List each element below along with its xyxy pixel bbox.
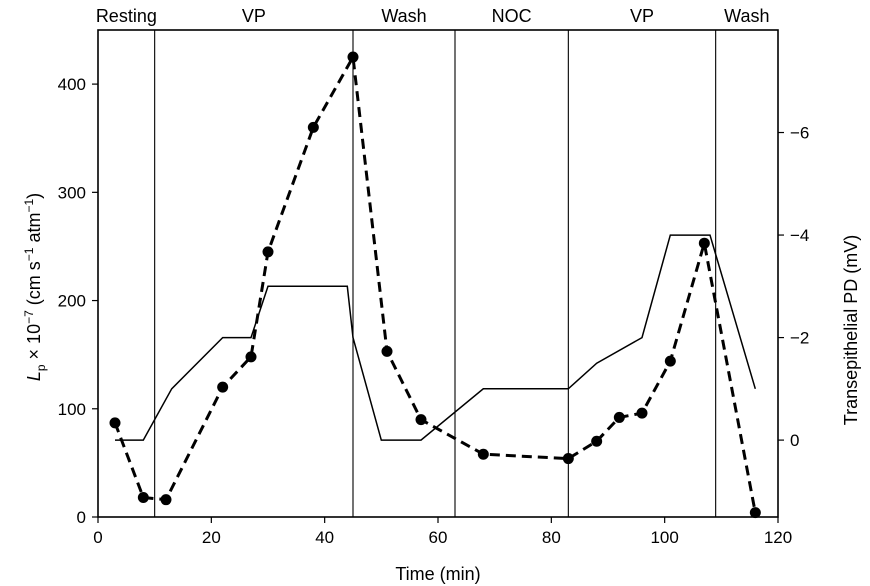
lp-data-point [381,345,393,357]
x-tick-label: 100 [650,528,678,547]
y-right-tick-label: −6 [790,124,809,143]
x-tick-label: 0 [93,528,102,547]
y-left-label-sup2: −1 [22,247,36,261]
lp-data-point [636,407,648,419]
y-right-tick-label: 0 [790,431,799,450]
x-tick-label: 120 [764,528,792,547]
phase-label: VP [242,6,266,26]
x-tick-label: 80 [542,528,561,547]
lp-data-point [137,492,149,504]
phase-label: Wash [724,6,769,26]
y-left-tick-label: 300 [58,183,86,202]
x-tick-label: 40 [315,528,334,547]
lp-data-point [698,237,710,249]
y-left-label-sub: p [34,364,48,371]
phase-label: NOC [492,6,532,26]
pd-series-line [115,234,757,441]
lp-data-point [347,51,359,63]
y-axis-left-label: Lp × 10−7 (cm s−1 atm−1) [22,193,48,381]
lp-data-point [613,411,625,423]
lp-data-point [562,453,574,465]
x-axis-label: Time (min) [395,564,480,584]
phase-label: Resting [96,6,157,26]
x-tick-label: 60 [429,528,448,547]
phase-label: Wash [381,6,426,26]
lp-data-point [245,351,257,363]
lp-data-point [749,507,761,519]
y-left-tick-label: 400 [58,75,86,94]
lp-data-point [477,448,489,460]
y-left-label-rest1: × 10 [24,324,44,365]
lp-data-point [415,414,427,426]
y-right-tick-label: −4 [790,226,809,245]
y-left-label-main: L [24,371,44,381]
y-left-label-rest4: ) [24,193,44,199]
plot-frame [97,29,779,518]
lp-data-point [307,121,319,133]
lp-data-point [109,417,121,429]
y-left-tick-label: 100 [58,400,86,419]
x-tick-label: 20 [202,528,221,547]
phase-label: VP [630,6,654,26]
y-left-tick-label: 0 [77,508,86,527]
lp-data-point [160,494,172,506]
lp-data-point [664,355,676,367]
lp-series-line [113,52,757,513]
y-left-label-rest3: atm [24,213,44,248]
y-right-tick-label: −2 [790,329,809,348]
lp-data-point [262,246,274,258]
y-left-tick-label: 200 [58,292,86,311]
y-axis-right-label: Transepithelial PD (mV) [841,235,861,425]
lp-data-point [217,381,229,393]
y-left-label-rest2: (cm s [24,261,44,310]
lp-data-point [591,435,603,447]
y-left-label-sup1: −7 [22,310,36,324]
y-left-label-sup3: −1 [22,199,36,213]
